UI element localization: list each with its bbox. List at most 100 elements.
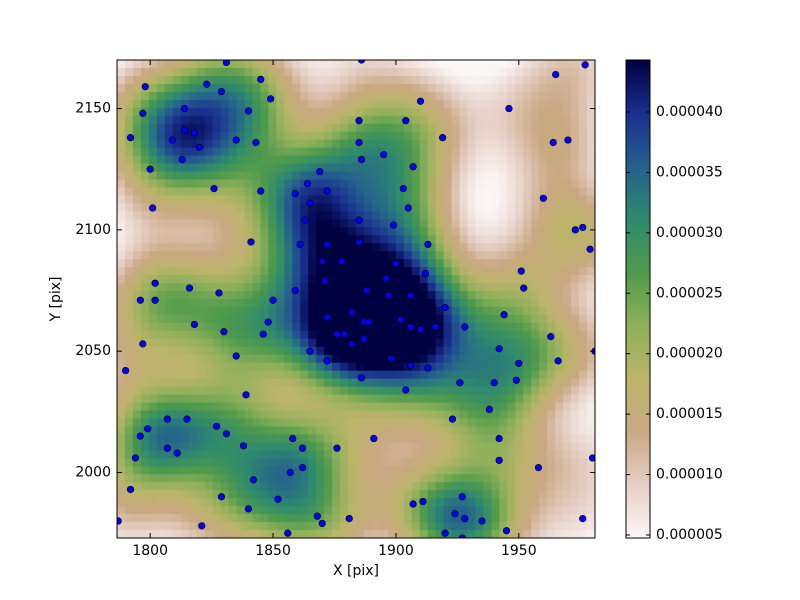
- density-cell: [499, 203, 508, 212]
- density-cell: [579, 410, 588, 420]
- density-cell: [188, 275, 198, 284]
- density-cell: [348, 163, 357, 173]
- density-cell: [140, 115, 150, 125]
- density-cell: [483, 458, 493, 467]
- density-cell: [483, 83, 493, 93]
- density-cell: [260, 267, 269, 276]
- density-cell: [196, 115, 206, 125]
- density-cell: [499, 99, 508, 109]
- density-cell: [531, 450, 540, 459]
- density-cell: [196, 275, 206, 284]
- density-cell: [403, 267, 413, 276]
- density-cell: [571, 267, 580, 276]
- density-cell: [212, 386, 222, 396]
- density-cell: [507, 394, 516, 404]
- density-cell: [475, 322, 485, 332]
- density-cell: [515, 139, 524, 149]
- density-cell: [276, 402, 285, 412]
- density-cell: [300, 506, 309, 515]
- density-cell: [117, 203, 126, 212]
- density-cell: [252, 123, 261, 133]
- density-cell: [395, 418, 405, 428]
- density-cell: [316, 322, 325, 332]
- density-cell: [419, 235, 429, 244]
- point: [571, 226, 579, 234]
- density-cell: [475, 179, 485, 189]
- density-cell: [499, 450, 508, 459]
- density-cell: [539, 75, 548, 85]
- density-cell: [507, 474, 516, 483]
- density-cell: [172, 386, 182, 396]
- density-cell: [459, 195, 469, 204]
- density-cell: [499, 211, 508, 220]
- density-cell: [236, 338, 246, 348]
- density-cell: [563, 219, 572, 228]
- density-cell: [172, 466, 182, 475]
- density-cell: [244, 322, 254, 332]
- density-cell: [523, 386, 532, 396]
- density-cell: [204, 370, 214, 380]
- density-cell: [140, 378, 150, 388]
- density-cell: [483, 394, 493, 404]
- density-cell: [483, 522, 493, 531]
- density-cell: [507, 466, 516, 475]
- density-cell: [148, 514, 158, 523]
- density-cell: [411, 370, 421, 380]
- density-cell: [132, 123, 142, 133]
- density-cell: [148, 179, 158, 189]
- density-cell: [132, 498, 142, 507]
- density-cell: [419, 259, 429, 268]
- density-cell: [292, 490, 301, 499]
- density-cell: [132, 466, 142, 475]
- density-cell: [252, 386, 261, 396]
- density-cell: [340, 283, 349, 292]
- density-cell: [371, 267, 381, 276]
- density-cell: [164, 498, 174, 507]
- density-cell: [387, 490, 397, 499]
- density-cell: [212, 259, 222, 268]
- density-cell: [228, 123, 238, 133]
- density-cell: [340, 60, 349, 69]
- density-cell: [507, 370, 516, 380]
- density-cell: [132, 163, 142, 173]
- density-cell: [324, 203, 333, 212]
- density-cell: [435, 155, 445, 165]
- density-cell: [356, 243, 365, 252]
- density-cell: [284, 60, 293, 69]
- density-cell: [196, 291, 206, 300]
- density-cell: [316, 291, 325, 300]
- density-cell: [332, 259, 341, 268]
- density-cell: [363, 450, 373, 459]
- density-cell: [451, 338, 461, 348]
- density-cell: [300, 394, 309, 404]
- density-cell: [531, 211, 540, 220]
- density-cell: [427, 267, 437, 276]
- density-cell: [491, 402, 500, 412]
- density-cell: [411, 91, 421, 101]
- density-cell: [395, 490, 405, 499]
- density-cell: [531, 60, 540, 69]
- density-cell: [228, 131, 238, 141]
- density-cell: [332, 306, 341, 316]
- density-cell: [260, 434, 269, 443]
- density-cell: [356, 410, 365, 420]
- density-cell: [563, 91, 572, 101]
- density-cell: [403, 179, 413, 189]
- density-cell: [443, 75, 453, 85]
- density-cell: [579, 474, 588, 483]
- density-cell: [132, 211, 142, 220]
- density-cell: [387, 139, 397, 149]
- density-cell: [117, 522, 126, 531]
- density-cell: [308, 362, 317, 372]
- density-cell: [395, 235, 405, 244]
- density-cell: [443, 235, 453, 244]
- density-cell: [356, 450, 365, 459]
- density-cell: [236, 99, 246, 109]
- density-cell: [180, 115, 190, 125]
- density-cell: [260, 354, 269, 364]
- density-cell: [507, 187, 516, 197]
- density-cell: [435, 283, 445, 292]
- density-cell: [124, 211, 134, 220]
- density-cell: [395, 522, 405, 531]
- density-cell: [276, 418, 285, 428]
